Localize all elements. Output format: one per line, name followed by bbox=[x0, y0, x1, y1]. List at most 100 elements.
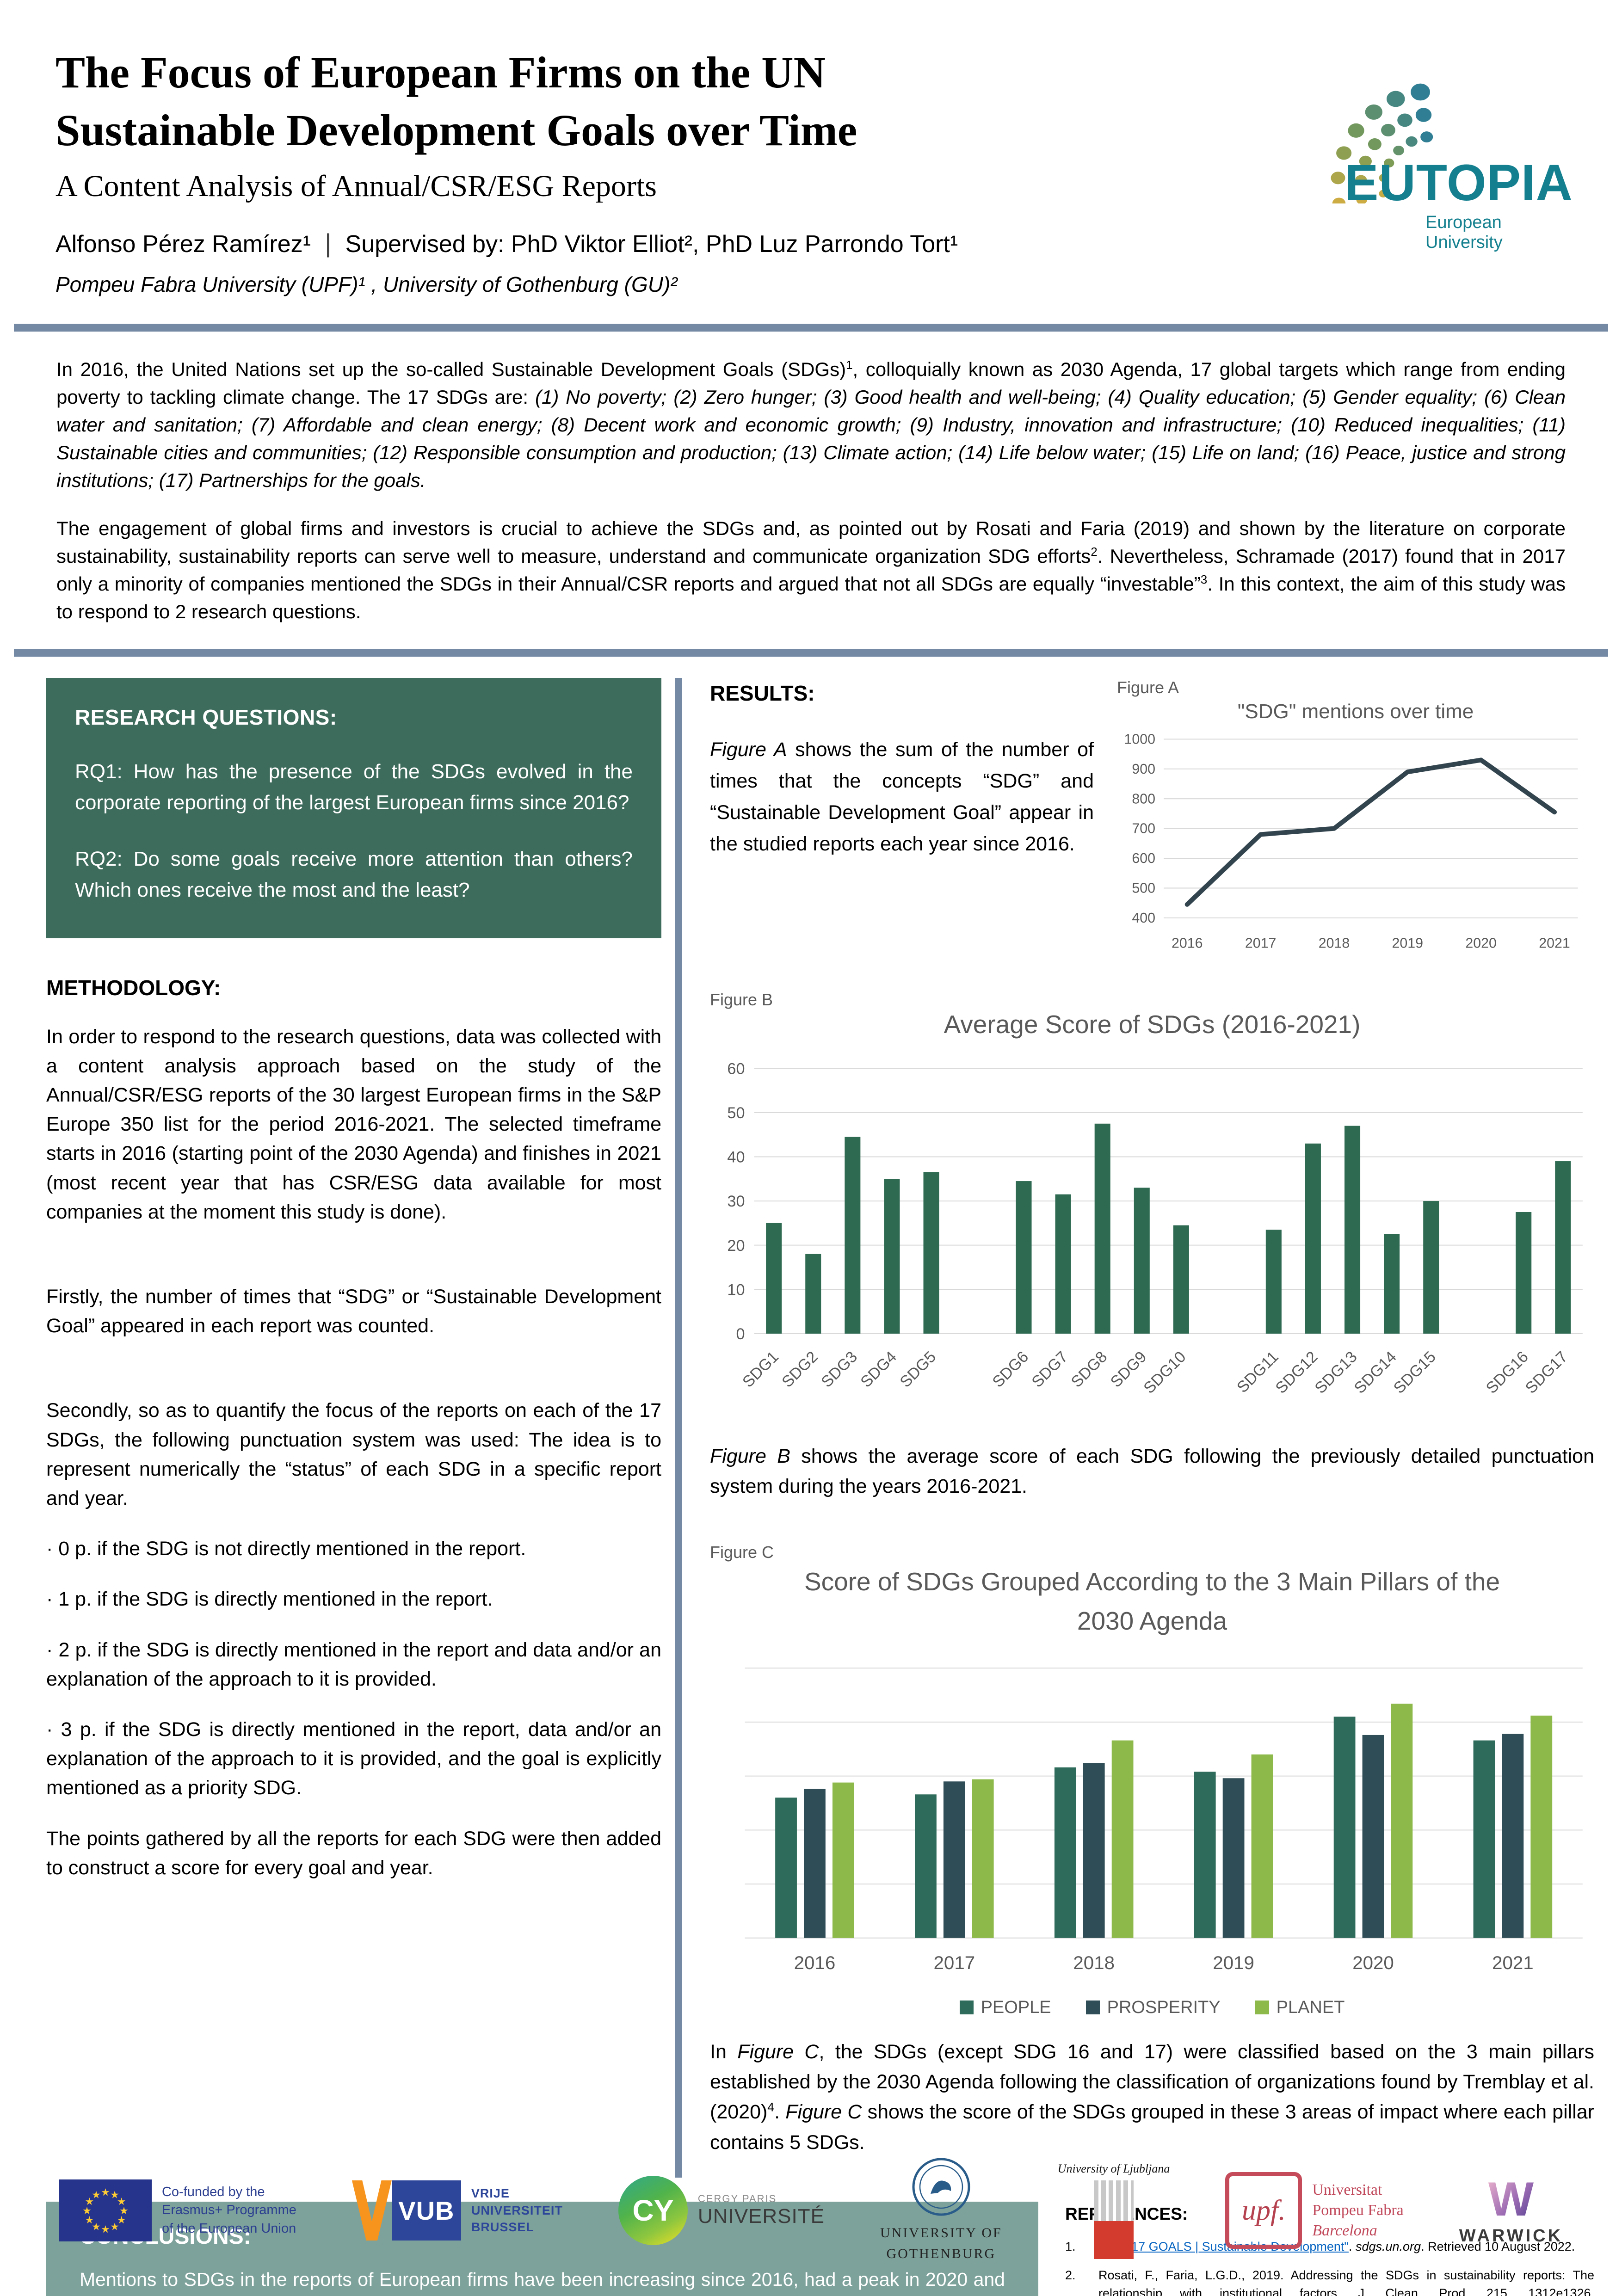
svg-text:SDG11: SDG11 bbox=[1233, 1348, 1282, 1396]
ljubljana-logo-text: University of Ljubljana bbox=[1057, 2162, 1170, 2175]
supervisors: Supervised by: PhD Viktor Elliot², PhD L… bbox=[345, 230, 958, 258]
eutopia-logo-name: EUTOPIA bbox=[1344, 154, 1573, 211]
reference-number: 2. bbox=[1065, 2268, 1076, 2283]
vub-logo: VUB VRIJE UNIVERSITEIT BRUSSEL bbox=[352, 2180, 563, 2241]
conclusions-box: CONCLUSIONS: Mentions to SDGs in the rep… bbox=[46, 2202, 1038, 2296]
divider-bar-top bbox=[14, 323, 1608, 332]
svg-text:SDG4: SDG4 bbox=[857, 1348, 900, 1391]
svg-text:2020: 2020 bbox=[1465, 936, 1497, 951]
poster-subtitle: A Content Analysis of Annual/CSR/ESG Rep… bbox=[56, 169, 657, 203]
reference-link[interactable]: "THE 17 GOALS | Sustainable Development" bbox=[1098, 2240, 1349, 2253]
poster-title-line2: Sustainable Development Goals over Time bbox=[56, 105, 857, 155]
upf-logo-icon: upf. bbox=[1225, 2172, 1302, 2249]
figure-c-chart: 2016 2017 2018 2019 2020 2021 bbox=[710, 1656, 1594, 1984]
svg-text:★: ★ bbox=[117, 2214, 126, 2226]
intro-paragraph-2: The engagement of global firms and inves… bbox=[56, 517, 1566, 622]
eutopia-logo-dots-icon bbox=[1331, 83, 1433, 203]
reference-item: 1. "THE 17 GOALS | Sustainable Developme… bbox=[1065, 2238, 1594, 2255]
svg-text:SDG6: SDG6 bbox=[989, 1348, 1032, 1391]
methodology-paragraph: Secondly, so as to quantify the focus of… bbox=[46, 1399, 661, 1509]
partner-logos-row: ★ ★ ★ ★ ★ ★ ★ ★ ★ ★ ★ ★ Co-funded by the Erasmus+ P… bbox=[0, 2150, 1622, 2271]
svg-text:10: 10 bbox=[727, 1281, 745, 1299]
svg-text:SDG16: SDG16 bbox=[1483, 1348, 1532, 1397]
svg-text:SDG15: SDG15 bbox=[1390, 1348, 1439, 1397]
svg-text:30: 30 bbox=[727, 1193, 745, 1210]
intro-paragraph-1: In 2016, the United Nations set up the s… bbox=[56, 357, 1566, 491]
figure-b-chart: 0 10 20 30 40 50 60 SDG1 SDG2 SDG3 SDG4 SDG5 SDG6 SDG… bbox=[710, 1047, 1594, 1422]
figure-c-legend: PEOPLE PROSPERITY PLANET bbox=[710, 1998, 1594, 2018]
svg-text:400: 400 bbox=[1132, 911, 1155, 926]
vub-logo-icon: VUB bbox=[352, 2180, 461, 2241]
svg-text:600: 600 bbox=[1132, 851, 1155, 866]
research-questions-heading: RESEARCH QUESTIONS: bbox=[75, 705, 337, 730]
results-row: RESULTS: Figure A shows the sum of the n… bbox=[710, 678, 1594, 961]
header: The Focus of European Firms on the UN Su… bbox=[0, 0, 1622, 297]
svg-text:★: ★ bbox=[110, 2189, 119, 2200]
warwick-w-icon: W bbox=[1488, 2175, 1534, 2223]
svg-text:20: 20 bbox=[727, 1237, 745, 1255]
svg-text:★: ★ bbox=[92, 2189, 101, 2200]
figure-a-block: Figure A "SDG" mentions over time 400 500… bbox=[1094, 678, 1594, 961]
ljubljana-building-icon bbox=[1094, 2180, 1134, 2259]
figure-c-caption: In Figure C, the SDGs (except SDG 16 and… bbox=[710, 2040, 1595, 2154]
svg-text:SDG1: SDG1 bbox=[739, 1348, 782, 1391]
vub-logo-text: VRIJE UNIVERSITEIT BRUSSEL bbox=[471, 2186, 563, 2234]
results-text-block: RESULTS: Figure A shows the sum of the n… bbox=[710, 678, 1094, 961]
svg-text:SDG12: SDG12 bbox=[1272, 1348, 1321, 1397]
svg-text:SDG10: SDG10 bbox=[1140, 1348, 1189, 1397]
author-separator: | bbox=[324, 228, 332, 258]
figure-b-caption: Figure B shows the average score of each… bbox=[710, 1445, 1595, 1498]
svg-text:★: ★ bbox=[117, 2196, 126, 2207]
affiliations: Pompeu Fabra University (UPF)¹ , Univers… bbox=[56, 272, 678, 296]
methodology-paragraph: The points gathered by all the reports f… bbox=[46, 1827, 661, 1879]
svg-text:1000: 1000 bbox=[1124, 732, 1155, 747]
svg-text:SDG14: SDG14 bbox=[1351, 1348, 1400, 1397]
svg-text:700: 700 bbox=[1132, 821, 1155, 837]
svg-text:SDG7: SDG7 bbox=[1029, 1348, 1072, 1391]
legend-item: PEOPLE bbox=[959, 1998, 1051, 2018]
gothenburg-logo-text: UNIVERSITY OF GOTHENBURG bbox=[880, 2225, 1002, 2261]
svg-text:W: W bbox=[1488, 2175, 1534, 2223]
cy-logo-text: CERGY PARIS UNIVERSITÉ bbox=[697, 2193, 825, 2228]
methodology-bullet: · 2 p. if the SDG is directly mentioned … bbox=[46, 1638, 661, 1690]
methodology-heading: METHODOLOGY: bbox=[46, 975, 221, 1000]
methodology-paragraph: In order to respond to the research ques… bbox=[46, 1025, 661, 1223]
svg-text:★: ★ bbox=[82, 2205, 92, 2216]
svg-text:2017: 2017 bbox=[1245, 936, 1277, 951]
rq2-text: RQ2: Do some goals receive more attentio… bbox=[75, 847, 633, 901]
svg-text:★: ★ bbox=[101, 2186, 110, 2198]
svg-text:★: ★ bbox=[85, 2196, 94, 2207]
svg-text:★: ★ bbox=[110, 2221, 119, 2233]
svg-text:2016: 2016 bbox=[1172, 936, 1203, 951]
divider-bar-middle bbox=[14, 649, 1608, 657]
svg-text:2019: 2019 bbox=[1213, 1952, 1254, 1973]
upf-logo-text: Universitat Pompeu Fabra Barcelona bbox=[1312, 2181, 1404, 2240]
svg-text:SDG13: SDG13 bbox=[1312, 1348, 1361, 1397]
figure-b-label: Figure B bbox=[710, 990, 773, 1009]
authors-row: Alfonso Pérez Ramírez¹ | Supervised by: … bbox=[56, 228, 1566, 258]
reference-number: 1. bbox=[1065, 2240, 1076, 2253]
eutopia-logo-tagline: European University bbox=[1425, 213, 1503, 252]
svg-text:2021: 2021 bbox=[1492, 1952, 1534, 1973]
left-column: RESEARCH QUESTIONS: RQ1: How has the pre… bbox=[46, 678, 661, 2178]
legend-swatch-icon bbox=[1255, 2001, 1269, 2015]
svg-text:800: 800 bbox=[1132, 791, 1155, 806]
methodology-bullet: · 0 p. if the SDG is not directly mentio… bbox=[46, 1538, 526, 1560]
figure-b-title: Average Score of SDGs (2016-2021) bbox=[944, 1010, 1361, 1039]
gothenburg-logo: UNIVERSITY OF GOTHENBURG bbox=[880, 2157, 1002, 2264]
svg-text:2019: 2019 bbox=[1392, 936, 1424, 951]
svg-text:40: 40 bbox=[727, 1148, 745, 1166]
legend-swatch-icon bbox=[959, 2001, 974, 2015]
svg-text:★: ★ bbox=[92, 2221, 101, 2233]
right-column: RESULTS: Figure A shows the sum of the n… bbox=[675, 678, 1594, 2178]
figure-a-chart: 400 500 600 700 800 900 1000 2016 2017 2018 2019 20… bbox=[1117, 725, 1594, 961]
cy-university-logo: CY CERGY PARIS UNIVERSITÉ bbox=[618, 2176, 825, 2245]
conclusions-paragraph-1: Mentions to SDGs in the reports of Europ… bbox=[80, 2269, 1005, 2290]
svg-text:★: ★ bbox=[101, 2223, 110, 2235]
legend-swatch-icon bbox=[1085, 2001, 1100, 2015]
svg-text:500: 500 bbox=[1132, 881, 1155, 896]
svg-text:0: 0 bbox=[736, 1325, 745, 1343]
poster-title-line1: The Focus of European Firms on the UN bbox=[56, 48, 826, 97]
introduction: In 2016, the United Nations set up the s… bbox=[0, 332, 1622, 649]
methodology-section: METHODOLOGY: In order to respond to the … bbox=[46, 975, 661, 1883]
